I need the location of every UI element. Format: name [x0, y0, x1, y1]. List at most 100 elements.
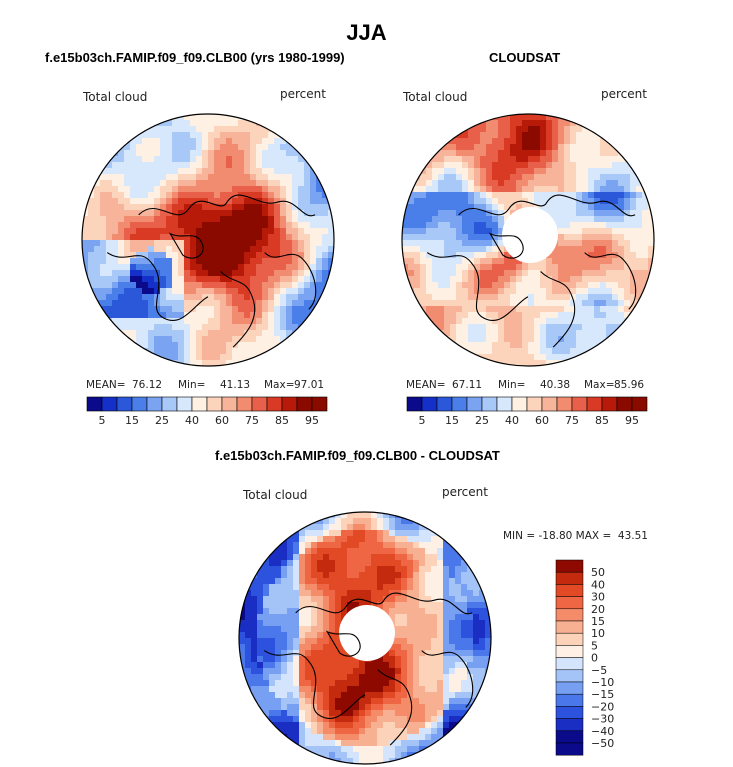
field-cell — [232, 228, 239, 235]
field-cell — [106, 312, 113, 319]
field-cell — [419, 644, 426, 651]
field-cell — [413, 608, 420, 615]
field-cell — [112, 180, 119, 187]
field-cell — [600, 336, 607, 343]
field-cell — [480, 138, 487, 145]
field-cell — [588, 240, 595, 247]
field-cell — [522, 330, 529, 337]
field-cell — [148, 336, 155, 343]
field-cell — [612, 282, 619, 289]
field-cell — [474, 222, 481, 229]
field-cell — [576, 180, 583, 187]
field-cell — [413, 614, 420, 621]
field-cell — [299, 632, 306, 639]
field-cell — [299, 644, 306, 651]
field-cell — [245, 674, 252, 681]
field-cell — [257, 644, 264, 651]
field-cell — [130, 330, 137, 337]
field-cell — [341, 584, 348, 591]
field-cell — [154, 324, 161, 331]
field-cell — [106, 264, 113, 271]
field-cell — [546, 180, 553, 187]
field-cell — [570, 198, 577, 205]
field-cell — [456, 228, 463, 235]
colorbar-tick-label: 5 — [591, 639, 598, 652]
field-cell — [606, 324, 613, 331]
field-cell — [329, 548, 336, 555]
field-cell — [220, 234, 227, 241]
field-cell — [124, 258, 131, 265]
field-cell — [648, 222, 654, 229]
field-cell — [492, 234, 499, 241]
field-cell — [450, 156, 457, 163]
field-cell — [250, 126, 257, 133]
field-cell — [534, 132, 541, 139]
field-cell — [522, 348, 529, 355]
field-cell — [178, 168, 185, 175]
field-cell — [268, 180, 275, 187]
field-cell — [564, 330, 571, 337]
field-cell — [564, 168, 571, 175]
field-cell — [280, 330, 287, 337]
field-cell — [323, 740, 330, 747]
field-cell — [582, 306, 589, 313]
field-cell — [558, 324, 565, 331]
field-cell — [269, 584, 276, 591]
field-cell — [546, 270, 553, 277]
field-cell — [322, 222, 329, 229]
field-cell — [118, 306, 125, 313]
field-cell — [432, 294, 439, 301]
field-cell — [274, 276, 281, 283]
field-cell — [504, 288, 511, 295]
field-cell — [214, 198, 221, 205]
field-cell — [498, 198, 505, 205]
field-cell — [274, 300, 281, 307]
field-cell — [636, 204, 643, 211]
field-cell — [238, 150, 245, 157]
field-cell — [431, 608, 438, 615]
field-cell — [431, 536, 438, 543]
field-cell — [558, 186, 565, 193]
field-cell — [190, 312, 197, 319]
field-cell — [112, 210, 119, 217]
field-cell — [564, 186, 571, 193]
field-cell — [274, 336, 281, 343]
field-cell — [510, 150, 517, 157]
field-cell — [504, 318, 511, 325]
field-cell — [178, 276, 185, 283]
field-cell — [461, 704, 468, 711]
field-cell — [293, 704, 300, 711]
field-cell — [238, 198, 245, 205]
field-cell — [317, 608, 324, 615]
field-cell — [456, 300, 463, 307]
field-cell — [431, 674, 438, 681]
field-cell — [316, 282, 323, 289]
field-cell — [522, 324, 529, 331]
field-cell — [606, 204, 613, 211]
field-cell — [329, 614, 336, 621]
field-cell — [407, 632, 414, 639]
field-cell — [582, 264, 589, 271]
field-cell — [407, 518, 414, 525]
field-cell — [293, 668, 300, 675]
panel2-units-label: percent — [601, 87, 647, 101]
field-cell — [353, 566, 360, 573]
field-cell — [202, 228, 209, 235]
field-cell — [305, 578, 312, 585]
field-cell — [504, 174, 511, 181]
field-cell — [160, 204, 167, 211]
field-cell — [353, 542, 360, 549]
field-cell — [299, 656, 306, 663]
field-cell — [594, 186, 601, 193]
field-cell — [287, 686, 294, 693]
field-cell — [293, 656, 300, 663]
field-cell — [118, 240, 125, 247]
field-cell — [256, 192, 263, 199]
field-cell — [341, 530, 348, 537]
field-cell — [323, 686, 330, 693]
field-cell — [414, 270, 421, 277]
field-cell — [462, 138, 469, 145]
field-cell — [275, 674, 282, 681]
field-cell — [395, 560, 402, 567]
field-cell — [546, 360, 553, 366]
